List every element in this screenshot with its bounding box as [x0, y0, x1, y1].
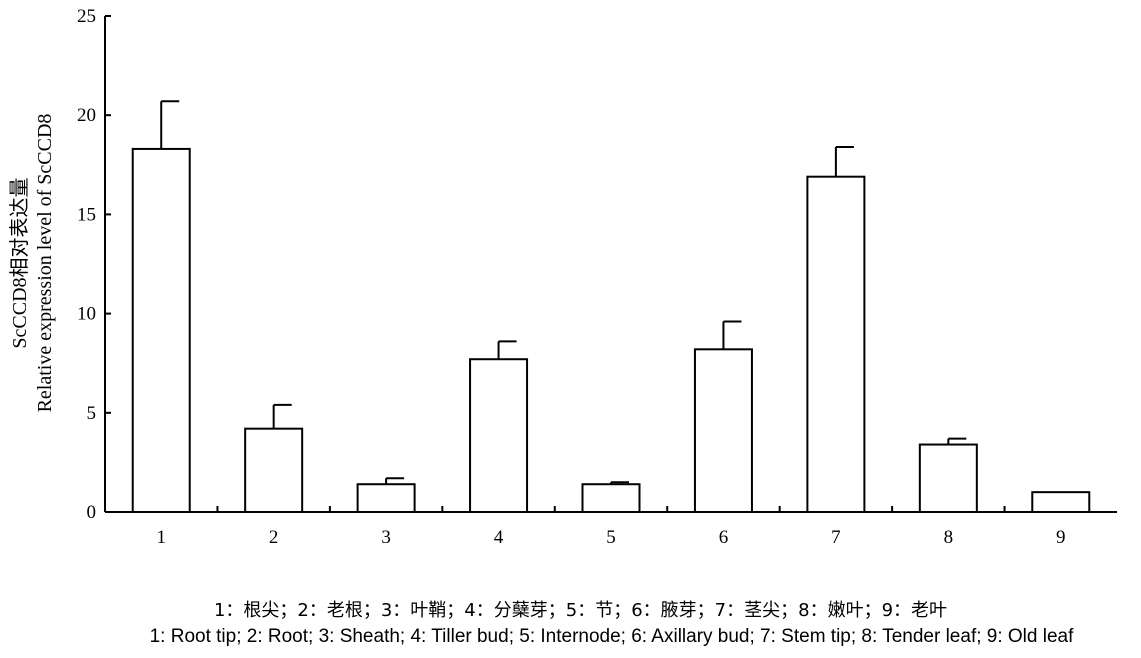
x-tick-label-2: 2 — [269, 527, 279, 548]
y-tick-label: 10 — [77, 304, 96, 325]
y-tick-label: 20 — [77, 105, 96, 126]
y-axis-label: ScCCD8相对表达量 Relative expression level of… — [8, 114, 56, 413]
caption-chinese: 1：根尖；2：老根；3：叶鞘；4：分蘖芽；5：节；6：腋芽；7：茎尖；8：嫩叶；… — [213, 600, 948, 621]
x-tick-label-6: 6 — [719, 527, 729, 548]
x-ticks: 1 2 3 4 5 6 7 8 9 — [156, 527, 1065, 548]
bar-8 — [918, 443, 978, 514]
y-axis-label-line1: ScCCD8相对表达量 — [8, 177, 31, 348]
x-tick-label-7: 7 — [831, 527, 841, 548]
bar-4 — [469, 358, 529, 513]
x-tick-label-5: 5 — [606, 527, 616, 548]
x-tick-label-4: 4 — [494, 527, 504, 548]
bar-3 — [356, 483, 416, 513]
bars — [131, 147, 1091, 514]
error-bars — [160, 100, 967, 485]
y-ticks: 0 5 10 15 20 25 — [77, 6, 111, 523]
bar-5 — [581, 483, 641, 513]
bar-9 — [1031, 491, 1091, 514]
x-tick-label-9: 9 — [1056, 527, 1066, 548]
bar-7 — [806, 175, 866, 513]
bar-1 — [131, 147, 191, 513]
y-tick-label: 15 — [77, 204, 96, 225]
x-tick-label-3: 3 — [381, 527, 391, 548]
y-tick-label: 5 — [87, 403, 97, 424]
bar-chart: ScCCD8相对表达量 Relative expression level of… — [8, 6, 1117, 548]
x-tick-label-1: 1 — [156, 527, 166, 548]
y-tick-label: 25 — [77, 6, 96, 27]
bar-6 — [693, 348, 753, 514]
y-tick-label: 0 — [87, 502, 97, 523]
bar-2 — [244, 427, 304, 513]
caption-english: 1: Root tip; 2: Root; 3: Sheath; 4: Till… — [149, 626, 1074, 647]
y-axis-label-line2: Relative expression level of ScCCD8 — [34, 114, 56, 413]
x-tick-label-8: 8 — [944, 527, 954, 548]
